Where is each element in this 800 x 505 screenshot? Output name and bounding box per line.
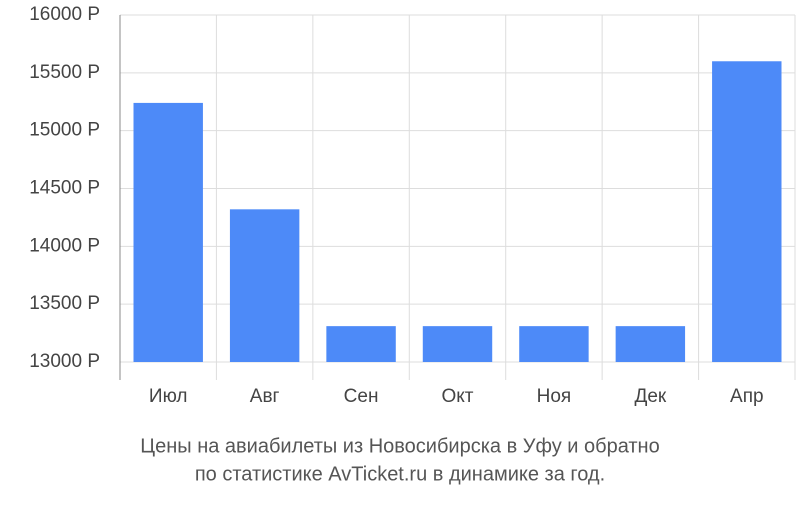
- bar: [712, 61, 782, 363]
- y-tick-label: 15500 Р: [29, 62, 100, 83]
- bar: [615, 326, 686, 362]
- x-tick-label: Сен: [344, 386, 379, 407]
- x-tick-label: Авг: [250, 386, 280, 407]
- y-tick-label: 14500 Р: [29, 178, 100, 199]
- x-tick-label: Дек: [634, 386, 666, 407]
- x-tick-label: Ноя: [537, 386, 572, 407]
- y-tick-label: 16000 Р: [29, 4, 100, 25]
- x-tick-label: Июл: [149, 386, 188, 407]
- bar: [422, 326, 493, 362]
- x-tick-label: Апр: [730, 386, 764, 407]
- bar: [133, 102, 203, 362]
- chart-title: по статистике AvTicket.ru в динамике за …: [195, 463, 605, 485]
- y-tick-label: 14000 Р: [29, 235, 100, 256]
- bar: [519, 326, 589, 362]
- y-tick-label: 15000 Р: [29, 120, 100, 141]
- y-tick-label: 13000 Р: [29, 351, 100, 372]
- bar: [326, 326, 396, 362]
- x-tick-label: Окт: [441, 386, 473, 407]
- y-tick-label: 13500 Р: [29, 293, 100, 314]
- chart-title: Цены на авиабилеты из Новосибирска в Уфу…: [140, 435, 659, 457]
- bar: [229, 209, 300, 362]
